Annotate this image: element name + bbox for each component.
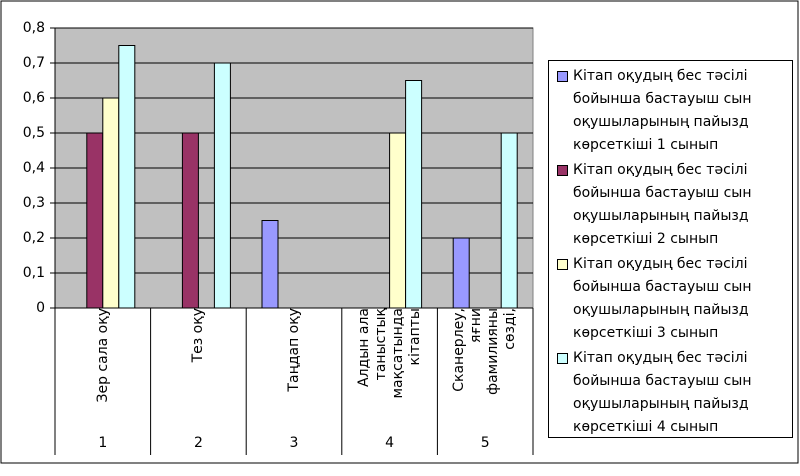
legend-swatch [557, 71, 568, 82]
group-label: 2 [194, 435, 203, 451]
y-tick-label: 0,3 [23, 195, 45, 211]
bar [389, 132, 407, 309]
group-label: 1 [98, 435, 107, 451]
bar [500, 132, 518, 309]
legend-entry: Кітап оқудың бес тәсілі бойынша бастауыш… [557, 253, 791, 345]
group-label: 5 [481, 435, 490, 451]
x-tick-label-box: Таңдап оқу [249, 308, 339, 430]
x-tick-label: Алдын ала таныстық мақсатында кітапты [355, 308, 423, 399]
y-tick-label: 0,4 [23, 160, 45, 176]
y-tick-label: 0 [36, 300, 45, 316]
x-tick-label-box: Алдын ала таныстық мақсатында кітапты [345, 308, 435, 430]
legend-swatch [557, 165, 568, 176]
legend-entry: Кітап оқудың бес тәсілі бойынша бастауыш… [557, 347, 791, 439]
x-tick-label: Тез оқу [189, 308, 206, 363]
bar [213, 62, 231, 309]
x-tick-label-box: Зер сала оқу [58, 308, 148, 430]
legend-label: Кітап оқудың бес тәсілі бойынша бастауыш… [573, 256, 752, 341]
y-tick-label: 0,5 [23, 125, 45, 141]
x-tick-label: Зер сала оқу [94, 308, 111, 403]
y-tick-label: 0,7 [23, 55, 45, 71]
x-tick-label-box: Тез оқу [153, 308, 243, 430]
legend-label: Кітап оқудың бес тәсілі бойынша бастауыш… [573, 68, 752, 153]
x-tick-label: Таңдап оқу [285, 308, 302, 392]
legend-entry: Кітап оқудың бес тәсілі бойынша бастауыш… [557, 159, 791, 251]
bar [405, 80, 423, 309]
legend: Кітап оқудың бес тәсілі бойынша бастауыш… [548, 60, 793, 438]
group-label: 4 [385, 435, 394, 451]
bar [261, 220, 279, 309]
y-tick-label: 0,6 [23, 90, 45, 106]
y-tick-label: 0,8 [23, 20, 45, 36]
bar [452, 237, 470, 309]
legend-entry: Кітап оқудың бес тәсілі бойынша бастауыш… [557, 65, 791, 157]
bar [181, 132, 199, 309]
bar [86, 132, 104, 309]
y-tick-label: 0,2 [23, 230, 45, 246]
legend-label: Кітап оқудың бес тәсілі бойынша бастауыш… [573, 350, 752, 435]
bar [118, 45, 136, 309]
x-tick-label-box: Сканерлеу, яғни фамилияны сөзді, [440, 308, 530, 430]
legend-swatch [557, 353, 568, 364]
legend-label: Кітап оқудың бес тәсілі бойынша бастауыш… [573, 162, 752, 247]
bar [102, 97, 120, 309]
x-tick-label: Сканерлеу, яғни фамилияны сөзді, [451, 308, 519, 395]
legend-swatch [557, 259, 568, 270]
y-tick-label: 0,1 [23, 265, 45, 281]
group-label: 3 [290, 435, 299, 451]
